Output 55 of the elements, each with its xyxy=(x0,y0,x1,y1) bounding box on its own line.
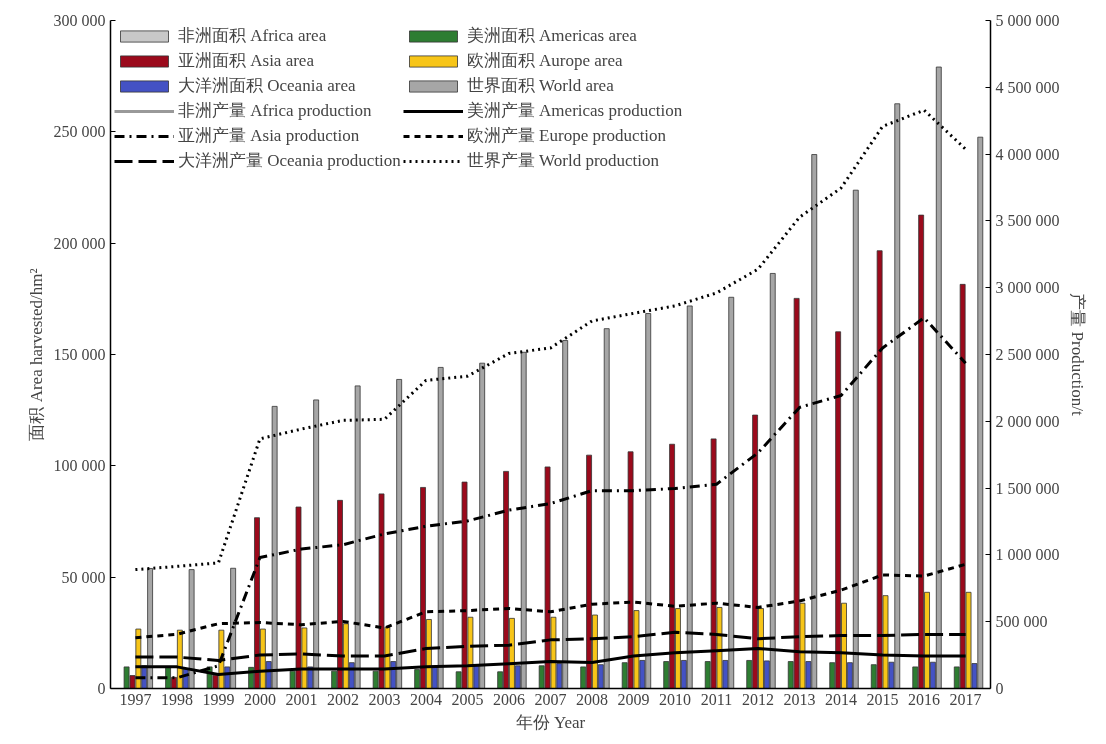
y-tick-label: 250 000 xyxy=(53,123,106,141)
legend-label: 欧洲产量 Europe production xyxy=(466,125,667,147)
x-tick-label: 2007 xyxy=(534,690,567,708)
x-tick-label: 2014 xyxy=(825,690,858,708)
x-tick-label: 2004 xyxy=(409,690,442,708)
y2-tick-label: 0 xyxy=(995,680,1004,697)
y-tick-label: 300 000 xyxy=(53,12,106,29)
y2-tick-label: 4 000 000 xyxy=(995,145,1060,163)
legend-label: 世界产量 World production xyxy=(466,150,660,172)
legend-label: 美洲产量 Americas production xyxy=(466,100,683,122)
x-tick-label: 2016 xyxy=(908,690,941,708)
y2-tick-label: 500 000 xyxy=(995,613,1048,631)
x-tick-label: 2005 xyxy=(451,690,484,708)
y-axis-title: 面积 Area harvested/hm² xyxy=(26,268,46,441)
y-tick-label: 200 000 xyxy=(53,234,106,252)
x-tick-label: 2000 xyxy=(243,690,276,708)
y2-axis-title: 产量 Production/t xyxy=(1067,293,1087,416)
y-tick-label: 50 000 xyxy=(61,568,106,586)
y2-tick-label: 2 000 000 xyxy=(995,412,1060,430)
legend-label: 大洋洲面积 Oceania area xyxy=(178,75,356,97)
legend-label: 亚洲面积 Asia area xyxy=(178,50,314,72)
legend-label: 亚洲产量 Asia production xyxy=(178,125,360,147)
x-tick-label: 2009 xyxy=(617,690,650,708)
y2-tick-label: 4 500 000 xyxy=(995,78,1060,96)
x-tick-label: 2011 xyxy=(700,690,733,708)
x-tick-label: 2003 xyxy=(368,690,401,708)
legend-label: 非洲产量 Africa production xyxy=(178,100,372,122)
y2-tick-label: 2 500 000 xyxy=(995,346,1060,363)
y2-tick-label: 3 500 000 xyxy=(995,212,1060,230)
x-tick-label: 2006 xyxy=(492,690,525,708)
x-tick-label: 2013 xyxy=(783,690,816,708)
y-tick-label: 0 xyxy=(97,680,106,697)
x-tick-label: 2001 xyxy=(285,690,318,708)
legend-label: 非洲面积 Africa area xyxy=(178,25,327,47)
x-tick-label: 2017 xyxy=(949,690,982,708)
y2-tick-label: 1 000 000 xyxy=(995,546,1060,564)
legend-label: 美洲面积 Americas area xyxy=(466,25,637,47)
legend-label: 大洋洲产量 Oceania production xyxy=(178,150,401,172)
x-tick-label: 2012 xyxy=(742,690,775,708)
legend-label: 世界面积 World area xyxy=(466,75,614,97)
y2-tick-label: 5 000 000 xyxy=(995,12,1060,29)
x-tick-label: 1999 xyxy=(202,690,235,708)
x-axis-title: 年份 Year xyxy=(515,712,586,732)
x-tick-label: 2010 xyxy=(659,690,692,708)
x-tick-label: 1998 xyxy=(160,690,193,708)
y2-tick-label: 3 000 000 xyxy=(995,279,1060,297)
y-tick-label: 150 000 xyxy=(53,346,106,363)
legend-label: 欧洲面积 Aurope area xyxy=(466,50,623,72)
x-tick-label: 2008 xyxy=(576,690,609,708)
x-tick-label: 1997 xyxy=(119,690,152,708)
y-tick-label: 100 000 xyxy=(53,457,106,475)
x-tick-label: 2015 xyxy=(866,690,899,708)
y2-tick-label: 1 500 000 xyxy=(995,479,1060,497)
x-tick-label: 2002 xyxy=(326,690,359,708)
line-series xyxy=(133,316,968,680)
